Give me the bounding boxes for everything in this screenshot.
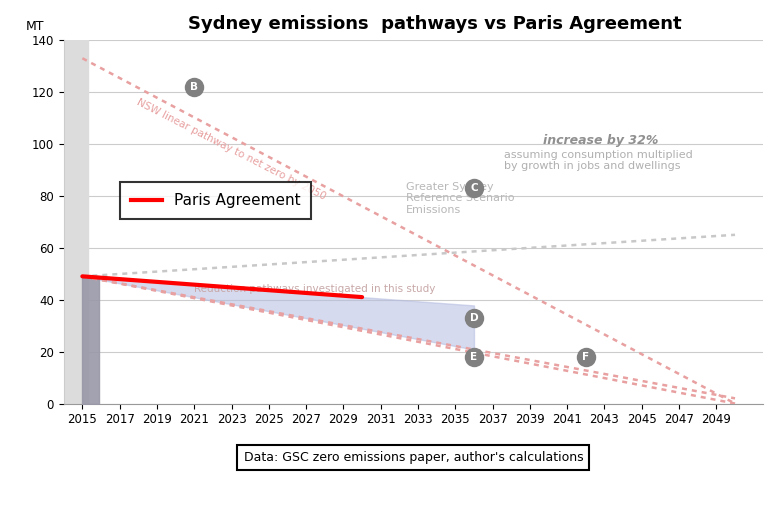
Text: F: F	[582, 352, 590, 362]
Legend: Paris Agreement: Paris Agreement	[121, 182, 311, 218]
Title: Sydney emissions  pathways vs Paris Agreement: Sydney emissions pathways vs Paris Agree…	[187, 15, 682, 33]
Text: MT: MT	[25, 20, 44, 33]
Text: assuming consumption multiplied
by growth in jobs and dwellings: assuming consumption multiplied by growt…	[504, 150, 693, 171]
Text: C: C	[470, 183, 478, 193]
Text: Greater Sydney
Reference Scenario
Emissions: Greater Sydney Reference Scenario Emissi…	[406, 181, 515, 215]
Text: Reduction pathways investigated in this study: Reduction pathways investigated in this …	[194, 284, 436, 294]
Text: D: D	[470, 313, 478, 323]
Text: E: E	[471, 352, 478, 362]
Bar	[64, 40, 88, 404]
Text: increase by 32%: increase by 32%	[543, 134, 658, 147]
Text: Data: GSC zero emissions paper, author's calculations: Data: GSC zero emissions paper, author's…	[244, 451, 584, 464]
Text: NSW linear pathway to net zero by 2050: NSW linear pathway to net zero by 2050	[135, 97, 328, 201]
Text: B: B	[191, 82, 198, 92]
